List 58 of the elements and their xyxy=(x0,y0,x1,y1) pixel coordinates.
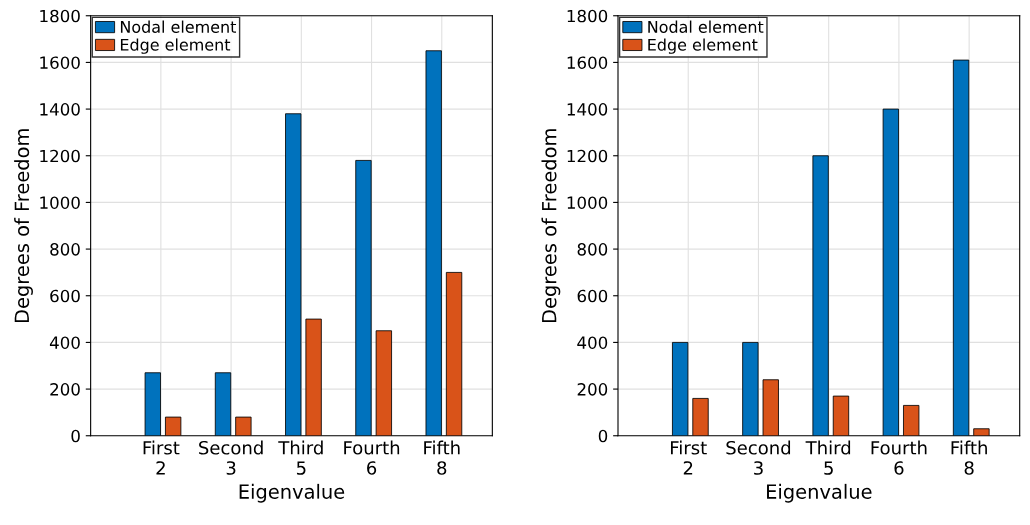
bar xyxy=(952,59,970,436)
y-tick-label: 1200 xyxy=(567,149,608,163)
y-tick-label: 1400 xyxy=(567,103,608,116)
bar xyxy=(832,395,850,436)
y-tick-label: 1000 xyxy=(40,196,80,209)
y-axis-title: Degrees of Freedom xyxy=(541,129,561,323)
y-tick-label: 800 xyxy=(577,243,608,256)
y-tick-label: 800 xyxy=(50,243,80,256)
bar xyxy=(214,372,232,436)
y-tick-label: 1600 xyxy=(567,56,608,69)
bar xyxy=(425,50,442,436)
x-tick-label: Fourth 6 xyxy=(871,440,927,475)
x-axis-title: Eigenvalue xyxy=(239,483,345,503)
legend-label: Nodal element xyxy=(120,20,237,33)
bar xyxy=(235,416,252,436)
x-tick-label: First 2 xyxy=(671,440,707,475)
y-tick-label: 1000 xyxy=(567,196,608,209)
bar xyxy=(903,405,920,436)
y-tick-label: 600 xyxy=(50,289,80,303)
legend-label: Edge element xyxy=(120,38,231,54)
y-tick-label: 1200 xyxy=(40,149,80,163)
x-tick-label: Third 5 xyxy=(278,440,323,475)
y-tick-label: 0 xyxy=(598,429,608,443)
bar xyxy=(285,113,302,436)
x-tick-label: Second 3 xyxy=(199,440,263,475)
y-tick-label: 1400 xyxy=(40,103,80,116)
y-tick-label: 1800 xyxy=(567,9,608,23)
bar xyxy=(355,160,372,436)
y-tick-label: 1800 xyxy=(40,9,80,23)
legend-label: Nodal element xyxy=(648,20,764,33)
x-tick-label: Fifth 8 xyxy=(424,440,460,475)
bar xyxy=(692,398,709,436)
x-tick-label: First 2 xyxy=(143,440,180,475)
bar xyxy=(812,155,829,436)
bar xyxy=(375,330,392,436)
y-tick-label: 600 xyxy=(577,289,608,303)
legend-label: Edge element xyxy=(648,38,758,54)
x-tick-label: Third 5 xyxy=(805,440,851,475)
bar xyxy=(762,379,779,436)
y-axis-title: Degrees of Freedom xyxy=(14,129,33,323)
bar xyxy=(144,372,161,436)
x-axis-title: Eigenvalue xyxy=(767,483,872,503)
y-tick-label: 200 xyxy=(577,383,608,396)
bar xyxy=(973,428,990,436)
y-tick-label: 400 xyxy=(49,336,80,349)
y-tick-label: 1600 xyxy=(40,56,80,69)
bar xyxy=(882,108,899,436)
x-tick-label: Fourth 6 xyxy=(344,440,400,475)
bar xyxy=(742,342,759,436)
y-tick-label: 400 xyxy=(577,336,608,349)
bar xyxy=(165,416,182,436)
y-tick-label: 0 xyxy=(71,429,80,443)
x-tick-label: Second 3 xyxy=(726,440,791,475)
x-tick-label: Fifth 8 xyxy=(951,440,987,475)
bar xyxy=(445,272,463,436)
bar xyxy=(305,318,322,436)
y-tick-label: 200 xyxy=(50,383,80,396)
bar xyxy=(672,342,689,436)
